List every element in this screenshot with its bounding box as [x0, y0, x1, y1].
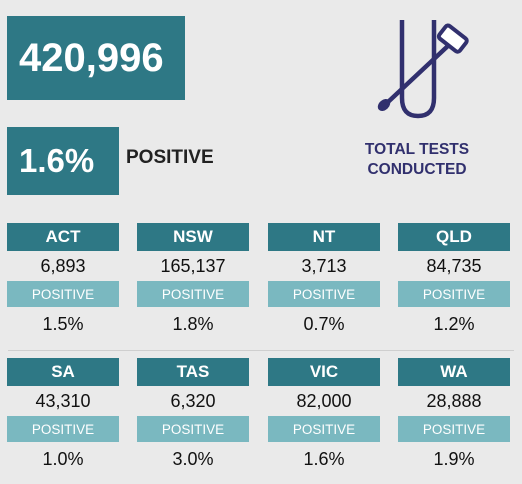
state-positive-label: POSITIVE — [398, 416, 510, 442]
state-tests: 6,320 — [170, 390, 216, 411]
state-positive-value: 0.7% — [303, 313, 345, 334]
icon-caption: TOTAL TESTS CONDUCTED — [350, 140, 484, 180]
state-positive-label: POSITIVE — [7, 416, 119, 442]
state-positive-label: POSITIVE — [137, 281, 249, 307]
state-positive-label: POSITIVE — [137, 416, 249, 442]
state-positive-value: 1.9% — [433, 448, 475, 469]
divider — [8, 350, 514, 351]
positive-rate-label: POSITIVE — [126, 147, 214, 168]
state-positive-label: POSITIVE — [268, 416, 380, 442]
state-tests: 3,713 — [301, 255, 347, 276]
state-positive-label: POSITIVE — [268, 281, 380, 307]
test-tube-swab-icon — [377, 20, 469, 119]
state-name: VIC — [268, 358, 380, 386]
state-card-qld: QLD 84,735 POSITIVE 1.2% — [398, 223, 510, 341]
state-card-nt: NT 3,713 POSITIVE 0.7% — [268, 223, 380, 341]
state-name: QLD — [398, 223, 510, 251]
state-name: ACT — [7, 223, 119, 251]
state-positive-label: POSITIVE — [398, 281, 510, 307]
state-name: SA — [7, 358, 119, 386]
state-card-tas: TAS 6,320 POSITIVE 3.0% — [137, 358, 249, 476]
total-tests-value: 420,996 — [7, 16, 185, 100]
state-tests: 84,735 — [426, 255, 482, 276]
state-card-act: ACT 6,893 POSITIVE 1.5% — [7, 223, 119, 341]
state-card-wa: WA 28,888 POSITIVE 1.9% — [398, 358, 510, 476]
state-name: NSW — [137, 223, 249, 251]
state-tests: 82,000 — [296, 390, 352, 411]
state-positive-value: 1.6% — [303, 448, 345, 469]
caption-line-1: TOTAL TESTS — [364, 141, 470, 158]
state-tests: 165,137 — [160, 255, 226, 276]
state-name: WA — [398, 358, 510, 386]
state-name: TAS — [137, 358, 249, 386]
state-card-sa: SA 43,310 POSITIVE 1.0% — [7, 358, 119, 476]
state-name: NT — [268, 223, 380, 251]
state-tests: 6,893 — [40, 255, 86, 276]
state-tests: 28,888 — [426, 390, 482, 411]
state-positive-value: 1.0% — [42, 448, 84, 469]
state-positive-value: 1.8% — [172, 313, 214, 334]
state-positive-value: 1.5% — [42, 313, 84, 334]
positive-rate-value: 1.6% — [7, 127, 119, 195]
state-card-vic: VIC 82,000 POSITIVE 1.6% — [268, 358, 380, 476]
caption-line-2: CONDUCTED — [367, 161, 467, 178]
state-positive-label: POSITIVE — [7, 281, 119, 307]
state-tests: 43,310 — [35, 390, 91, 411]
state-card-nsw: NSW 165,137 POSITIVE 1.8% — [137, 223, 249, 341]
state-positive-value: 1.2% — [433, 313, 475, 334]
state-positive-value: 3.0% — [172, 448, 214, 469]
